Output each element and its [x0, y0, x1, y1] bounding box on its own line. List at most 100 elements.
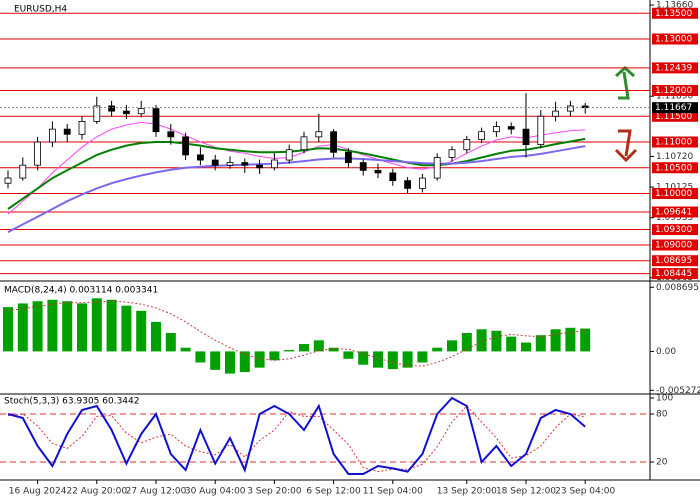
- macd-bar: [432, 347, 443, 352]
- y-tick-label: 80: [656, 410, 668, 420]
- candle-body: [285, 149, 293, 161]
- y-tick-label: 1.10720: [656, 152, 693, 162]
- macd-bar: [136, 310, 147, 352]
- level-label-box: [652, 136, 698, 148]
- y-tick-label: 1.09535: [656, 213, 693, 223]
- candle-body: [49, 128, 56, 143]
- macd-bar: [358, 351, 369, 365]
- macd-bar: [91, 298, 102, 352]
- candle-body: [418, 177, 426, 189]
- macd-bar: [550, 329, 561, 352]
- level-label: 1.09641: [655, 208, 692, 218]
- moving-average: [7, 145, 586, 233]
- macd-bar: [165, 332, 176, 352]
- macd-bar: [447, 340, 457, 352]
- candle-body: [226, 162, 234, 166]
- level-label-box: [652, 224, 698, 236]
- level-label-box: [652, 7, 698, 19]
- level-label-box: [652, 239, 698, 251]
- candle-body: [404, 180, 412, 189]
- macd-bar: [535, 335, 546, 352]
- level-label: 1.13000: [655, 35, 692, 45]
- level-label: 1.09000: [655, 241, 692, 251]
- level-label-box: [652, 255, 698, 267]
- macd-bar: [580, 328, 591, 352]
- candle-body: [123, 110, 130, 115]
- candle-body: [389, 172, 397, 182]
- macd-bar: [239, 351, 250, 373]
- y-tick-label: 100: [656, 394, 673, 404]
- candle-body: [241, 162, 249, 166]
- macd-bar: [121, 305, 132, 352]
- candle-body: [256, 164, 264, 169]
- candle-body: [552, 110, 559, 117]
- macd-bar: [284, 349, 295, 352]
- candle-body: [19, 164, 27, 179]
- level-label: 1.08445: [655, 269, 692, 279]
- signal-line: [7, 300, 586, 367]
- candle-body: [137, 108, 145, 115]
- last-price-box: [652, 102, 698, 114]
- candle-body: [211, 159, 219, 166]
- candle-body: [270, 159, 278, 169]
- candle-body: [152, 108, 160, 133]
- level-label: 1.12000: [655, 86, 692, 96]
- macd-bar: [210, 351, 221, 370]
- y-tick-label: 1.10125: [656, 183, 693, 193]
- x-tick-label: 18 Sep 12:00: [496, 487, 556, 497]
- candle-body: [93, 105, 101, 122]
- x-tick-label: 27 Aug 12:00: [126, 487, 187, 497]
- candle-body: [463, 139, 471, 151]
- candle-body: [63, 128, 71, 135]
- macd-bar: [254, 351, 265, 368]
- macd-bar: [77, 303, 87, 352]
- chart-title: EURUSD,H4: [14, 5, 67, 15]
- level-label-box: [652, 268, 698, 280]
- level-label: 1.11500: [655, 112, 692, 122]
- candle-body: [522, 128, 530, 145]
- level-label-box: [652, 110, 698, 122]
- level-label-box: [652, 206, 698, 218]
- candle-body: [300, 136, 308, 151]
- level-label: 1.10500: [655, 163, 692, 173]
- level-label-box: [652, 188, 698, 200]
- y-tick-label: 1.11890: [656, 92, 693, 102]
- level-label-box: [652, 62, 698, 74]
- y-tick-label: 1.13660: [656, 1, 693, 11]
- candle-body: [478, 131, 486, 140]
- macd-bar: [3, 307, 13, 352]
- macd-bar: [180, 347, 191, 352]
- level-label-box: [652, 33, 698, 45]
- macd-bar: [373, 351, 383, 368]
- macd-bar: [151, 321, 161, 352]
- candle-body: [182, 136, 190, 156]
- arrow-down: [614, 129, 638, 163]
- candle-body: [374, 169, 382, 174]
- x-tick-label: 13 Sep 20:00: [437, 487, 497, 497]
- candle-body: [330, 131, 338, 153]
- candle-body: [167, 131, 175, 138]
- stoch-k-line: [7, 396, 586, 475]
- level-label: 1.09300: [655, 225, 692, 235]
- candle-body: [359, 162, 367, 171]
- level-label: 1.13500: [655, 9, 692, 19]
- macd-bar: [225, 351, 235, 374]
- macd-bar: [269, 351, 280, 361]
- moving-average: [7, 137, 586, 210]
- x-tick-label: 6 Sep 12:00: [306, 487, 361, 497]
- x-tick-label: 3 Sep 20:00: [247, 487, 302, 497]
- macd-bar: [195, 351, 206, 363]
- x-tick-label: 30 Aug 04:00: [185, 487, 246, 497]
- level-label: 1.11000: [655, 138, 692, 148]
- candle-body: [108, 105, 115, 112]
- candle-body: [537, 115, 545, 145]
- macd-bar: [491, 330, 502, 352]
- macd-bar: [32, 301, 43, 352]
- panel-title: Stoch(5,3,3) 63.9305 60.3442: [4, 397, 139, 407]
- candle-body: [567, 105, 574, 112]
- macd-bar: [313, 340, 324, 352]
- moving-average: [7, 121, 586, 215]
- macd-bar: [106, 299, 117, 352]
- last-price-label: 1.11667: [655, 103, 692, 113]
